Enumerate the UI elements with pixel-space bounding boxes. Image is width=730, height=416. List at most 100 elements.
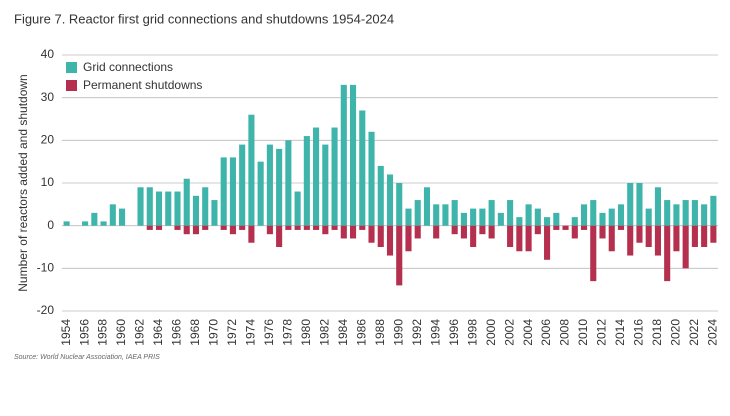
bar [202, 225, 209, 230]
bar [349, 84, 357, 226]
bar [516, 217, 523, 226]
bar [701, 204, 708, 226]
x-tick-label: 1972 [225, 319, 239, 346]
x-tick-label: 1986 [354, 319, 368, 346]
bar [396, 183, 403, 226]
x-tick-label: 2022 [687, 319, 701, 346]
bar [414, 200, 421, 226]
bar [349, 225, 357, 239]
bar [63, 221, 70, 226]
bar [562, 225, 569, 230]
bar [516, 225, 523, 252]
bar [294, 191, 301, 226]
bar [645, 208, 652, 226]
x-tick-label: 2006 [539, 319, 553, 346]
bar [673, 225, 680, 252]
bar [497, 212, 504, 226]
x-tick-label: 2008 [558, 319, 572, 346]
x-tick-label: 1968 [188, 319, 202, 346]
bar [608, 208, 615, 226]
bar [82, 221, 89, 226]
bar [313, 225, 320, 230]
bar [507, 225, 514, 247]
bar [248, 225, 255, 243]
bar [174, 191, 181, 226]
bar [617, 225, 625, 230]
bar [100, 221, 107, 226]
x-tick-label: 1988 [373, 319, 387, 346]
bar [183, 178, 190, 226]
x-tick-label: 1992 [410, 319, 424, 346]
x-tick-label: 2004 [521, 319, 535, 346]
bar [488, 225, 495, 239]
y-tick-label: 30 [41, 90, 55, 104]
x-tick-label: 2020 [669, 319, 683, 346]
bar [229, 225, 236, 235]
bar [571, 225, 578, 239]
bar [266, 144, 273, 226]
bar [507, 200, 514, 226]
bar [229, 157, 236, 226]
x-tick-label: 1994 [428, 319, 442, 346]
bar [691, 200, 698, 226]
bar [627, 183, 634, 226]
bar [294, 225, 301, 230]
bar [220, 225, 227, 230]
bar [146, 187, 153, 226]
legend-swatch [66, 62, 77, 73]
bar [636, 183, 643, 226]
bar [359, 110, 366, 226]
bar [211, 200, 218, 226]
bar [544, 217, 551, 226]
bar [285, 225, 292, 230]
bar [119, 208, 126, 226]
bar [340, 84, 347, 226]
x-tick-label: 1958 [96, 319, 110, 346]
x-tick-label: 2016 [632, 319, 646, 346]
bar [553, 225, 560, 230]
y-tick-label: 0 [47, 218, 54, 232]
x-tick-label: 1976 [262, 319, 276, 346]
bar [396, 225, 403, 286]
bar [359, 225, 366, 230]
y-tick-label: 10 [41, 175, 55, 189]
bar [377, 165, 384, 226]
bar [451, 200, 458, 226]
x-tick-label: 1962 [133, 319, 147, 346]
x-tick-label: 2012 [595, 319, 609, 346]
x-tick-label: 2000 [484, 319, 498, 346]
bar [460, 212, 467, 226]
bar [701, 225, 708, 247]
bar [710, 195, 717, 226]
bar [433, 225, 440, 239]
bar [534, 225, 541, 235]
bar [331, 225, 338, 230]
x-tick-label: 1996 [447, 319, 461, 346]
bar [303, 136, 310, 226]
bar [654, 225, 661, 256]
bar [303, 225, 310, 230]
legend-label: Grid connections [83, 60, 173, 74]
bar [340, 225, 347, 239]
bar [220, 157, 227, 226]
y-tick-label: -10 [37, 261, 55, 275]
bar [682, 200, 689, 226]
x-tick-label: 1978 [281, 319, 295, 346]
bar [460, 225, 467, 239]
bar [322, 144, 329, 226]
bar [580, 225, 588, 230]
bar [710, 225, 717, 243]
bar [691, 225, 698, 247]
bar [146, 225, 153, 230]
bar [91, 212, 98, 226]
bar [368, 225, 375, 243]
bar [183, 225, 190, 235]
x-tick-label: 1998 [465, 319, 479, 346]
bar [386, 225, 394, 256]
y-tick-label: -20 [37, 303, 55, 317]
bar [544, 225, 551, 260]
x-tick-label: 1956 [77, 319, 91, 346]
x-tick-label: 1982 [317, 319, 331, 346]
bar [155, 225, 163, 230]
